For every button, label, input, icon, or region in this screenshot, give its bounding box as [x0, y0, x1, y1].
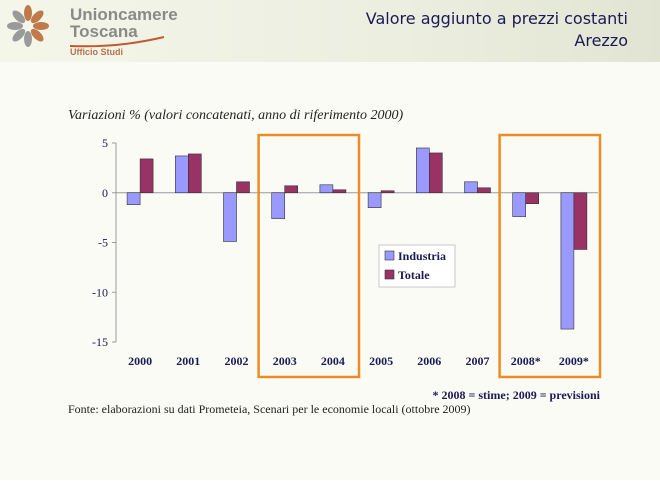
x-tick-label: 2007 [466, 354, 490, 368]
unioncamere-logo-icon [6, 4, 64, 59]
slide-title: Valore aggiunto a prezzi costanti Arezzo [366, 8, 628, 52]
legend-label-industria: Industria [398, 249, 446, 263]
chart-legend: Industria Totale [378, 244, 456, 288]
y-tick-label: 0 [102, 186, 108, 200]
bar-chart: Variazioni % (valori concatenati, anno d… [68, 108, 602, 416]
bar-totale-2006 [428, 152, 443, 194]
bar-industria-2001 [175, 155, 189, 194]
chart-source: Fonte: elaborazioni su dati Prometeia, S… [68, 402, 471, 416]
bar-industria-2005 [367, 192, 382, 208]
highlight-box-2 [498, 133, 602, 379]
slide-title-line-2: Arezzo [574, 31, 628, 50]
bar-totale-2003 [284, 185, 299, 194]
logo-wordmark: Unioncamere Toscana [70, 6, 178, 40]
bar-industria-2007 [464, 181, 478, 194]
y-tick-label: -10 [92, 285, 108, 299]
x-tick-label: 2006 [417, 354, 441, 368]
x-tick-label: 2000 [128, 354, 152, 368]
bar-industria-2009 [560, 192, 575, 330]
bar-industria-2006 [415, 147, 430, 194]
bar-industria-2008 [512, 192, 527, 217]
legend-swatch-totale [384, 269, 395, 280]
slide-title-line-1: Valore aggiunto a prezzi costanti [365, 9, 628, 28]
legend-label-totale: Totale [398, 268, 430, 282]
y-tick-label: -15 [92, 335, 108, 349]
bar-totale-2009 [573, 192, 588, 250]
bar-totale-2002 [236, 181, 250, 194]
highlight-box-1 [257, 133, 361, 379]
bar-industria-2004 [319, 184, 334, 194]
bar-totale-2008 [525, 192, 540, 204]
x-tick-label: 2009* [559, 354, 589, 368]
chart-footnote: * 2008 = stime; 2009 = previsioni [433, 388, 601, 402]
bar-totale-2005 [380, 190, 395, 194]
y-tick-label: 5 [102, 136, 108, 150]
chart-panel: Variazioni % (valori concatenati, anno d… [0, 62, 660, 480]
x-tick-label: 2003 [273, 354, 297, 368]
bar-totale-2001 [188, 153, 202, 194]
x-tick-label: 2001 [176, 354, 200, 368]
chart-title: Variazioni % (valori concatenati, anno d… [68, 108, 404, 123]
x-tick-label: 2008* [511, 354, 541, 368]
x-tick-label: 2004 [321, 354, 345, 368]
logo-line-2: Toscana [70, 22, 138, 41]
bar-totale-2004 [332, 189, 347, 194]
legend-swatch-industria [384, 250, 395, 261]
y-tick-label: -5 [98, 236, 108, 250]
logo-swoosh-icon [69, 36, 165, 48]
x-tick-label: 2002 [225, 354, 249, 368]
bar-industria-2002 [223, 192, 237, 242]
bar-totale-2007 [477, 187, 491, 194]
x-tick-label: 2005 [369, 354, 393, 368]
logo-subtitle: Ufficio Studi [70, 47, 123, 57]
bar-industria-2003 [271, 192, 286, 219]
bar-totale-2000 [139, 158, 154, 194]
bar-industria-2000 [126, 192, 141, 205]
slide-header: Unioncamere Toscana Ufficio Studi Valore… [0, 0, 660, 63]
logo-line-1: Unioncamere [70, 5, 178, 24]
